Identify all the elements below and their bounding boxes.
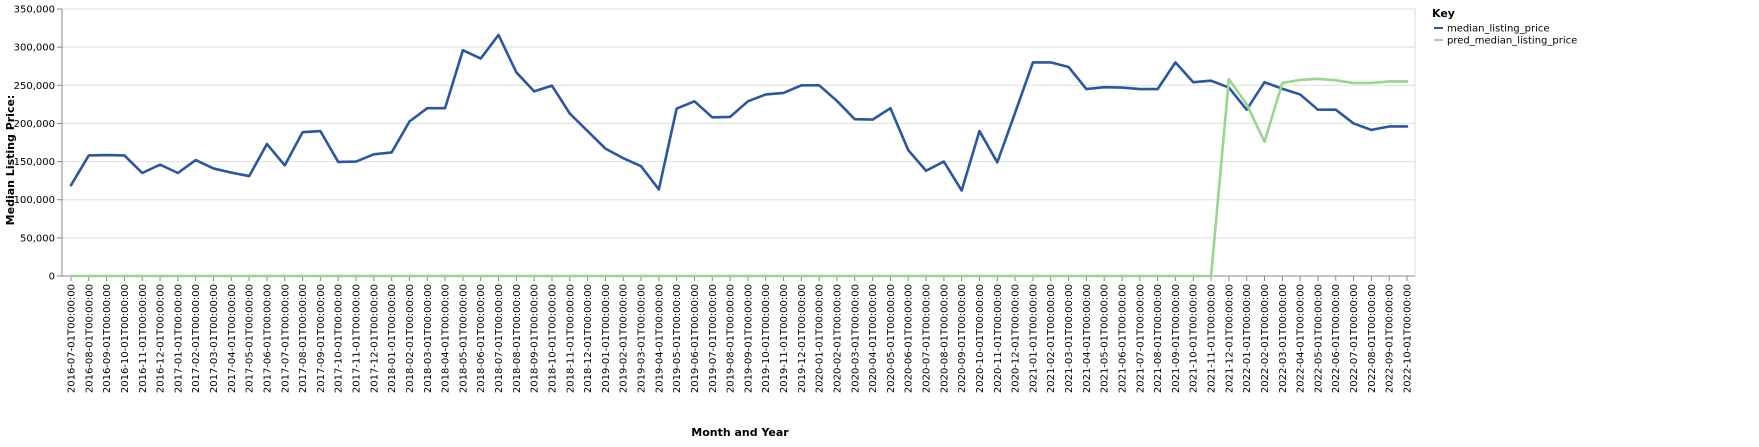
x-tick-label: 2021-07-01T00:00:00 xyxy=(1135,284,1146,393)
x-tick-label: 2021-05-01T00:00:00 xyxy=(1100,284,1111,393)
x-tick-label: 2019-11-01T00:00:00 xyxy=(779,284,790,393)
x-tick-label: 2018-10-01T00:00:00 xyxy=(547,284,558,393)
x-tick-label: 2017-11-01T00:00:00 xyxy=(352,284,363,393)
x-tick-label: 2019-10-01T00:00:00 xyxy=(761,284,772,393)
x-tick-label: 2022-09-01T00:00:00 xyxy=(1385,284,1396,393)
series-line-pred-median-listing-price xyxy=(69,77,1409,278)
x-tick-label: 2022-07-01T00:00:00 xyxy=(1349,284,1360,393)
x-tick-label: 2018-01-01T00:00:00 xyxy=(387,284,398,393)
x-tick-label: 2016-12-01T00:00:00 xyxy=(156,284,167,393)
series-layer xyxy=(69,33,1409,278)
x-tick-label: 2020-12-01T00:00:00 xyxy=(1011,284,1022,393)
x-tick-label: 2021-10-01T00:00:00 xyxy=(1189,284,1200,393)
x-tick-label: 2017-03-01T00:00:00 xyxy=(209,284,220,393)
y-tick-label: 50,000 xyxy=(20,233,55,244)
series-line-median-listing-price xyxy=(69,33,1409,192)
x-tick-label: 2018-09-01T00:00:00 xyxy=(530,284,541,393)
x-tick-label: 2017-10-01T00:00:00 xyxy=(334,284,345,393)
x-tick-label: 2019-06-01T00:00:00 xyxy=(690,284,701,393)
x-tick-label: 2019-09-01T00:00:00 xyxy=(743,284,754,393)
y-tick-label: 200,000 xyxy=(14,119,55,130)
x-tick-label: 2020-11-01T00:00:00 xyxy=(993,284,1004,393)
x-tick-label: 2020-05-01T00:00:00 xyxy=(886,284,897,393)
y-tick-label: 250,000 xyxy=(14,81,55,92)
x-tick-label: 2017-06-01T00:00:00 xyxy=(262,284,273,393)
x-tick-label: 2019-04-01T00:00:00 xyxy=(654,284,665,393)
x-tick-label: 2021-06-01T00:00:00 xyxy=(1117,284,1128,393)
x-tick-label: 2021-11-01T00:00:00 xyxy=(1207,284,1218,393)
x-tick-label: 2021-03-01T00:00:00 xyxy=(1064,284,1075,393)
x-tick-label: 2016-07-01T00:00:00 xyxy=(67,284,78,393)
x-tick-label: 2020-09-01T00:00:00 xyxy=(957,284,968,393)
x-tick-label: 2020-06-01T00:00:00 xyxy=(904,284,915,393)
x-tick-label: 2021-02-01T00:00:00 xyxy=(1046,284,1057,393)
x-tick-label: 2018-03-01T00:00:00 xyxy=(423,284,434,393)
x-tick-label: 2022-01-01T00:00:00 xyxy=(1242,284,1253,393)
x-tick-label: 2020-01-01T00:00:00 xyxy=(815,284,826,393)
x-tick-label: 2022-10-01T00:00:00 xyxy=(1403,284,1414,393)
x-tick-label: 2021-01-01T00:00:00 xyxy=(1028,284,1039,393)
legend-title: Key xyxy=(1432,7,1455,20)
x-tick-label: 2020-04-01T00:00:00 xyxy=(868,284,879,393)
y-axis: 0 50,000 100,000 150,000 200,000 250,000 300,0… xyxy=(14,5,63,283)
x-tick-label: 2019-05-01T00:00:00 xyxy=(672,284,683,393)
x-tick-label: 2021-08-01T00:00:00 xyxy=(1153,284,1164,393)
x-tick-label: 2022-03-01T00:00:00 xyxy=(1278,284,1289,393)
x-tick-label: 2018-05-01T00:00:00 xyxy=(458,284,469,393)
plot-frame xyxy=(61,8,1416,277)
x-tick-label: 2017-04-01T00:00:00 xyxy=(227,284,238,393)
x-tick-label: 2018-04-01T00:00:00 xyxy=(441,284,452,393)
x-tick-label: 2018-06-01T00:00:00 xyxy=(476,284,487,393)
x-tick-label: 2019-12-01T00:00:00 xyxy=(797,284,808,393)
x-tick-label: 2019-01-01T00:00:00 xyxy=(601,284,612,393)
x-tick-label: 2018-07-01T00:00:00 xyxy=(494,284,505,393)
y-tick-label: 0 xyxy=(49,272,55,283)
x-tick-label: 2018-08-01T00:00:00 xyxy=(512,284,523,393)
x-tick-label: 2017-09-01T00:00:00 xyxy=(316,284,327,393)
x-tick-label: 2019-02-01T00:00:00 xyxy=(619,284,630,393)
y-tick-label: 150,000 xyxy=(14,157,55,168)
legend: Key median_listing_pricepred_median_list… xyxy=(1432,7,1577,47)
x-tick-label: 2017-12-01T00:00:00 xyxy=(369,284,380,393)
x-tick-label: 2017-01-01T00:00:00 xyxy=(173,284,184,393)
x-tick-label: 2019-03-01T00:00:00 xyxy=(637,284,648,393)
y-tick-label: 350,000 xyxy=(14,5,55,16)
x-tick-label: 2022-06-01T00:00:00 xyxy=(1331,284,1342,393)
x-tick-label: 2018-12-01T00:00:00 xyxy=(583,284,594,393)
x-tick-label: 2020-08-01T00:00:00 xyxy=(939,284,950,393)
y-axis-title: Median Listing Price: xyxy=(4,95,17,226)
x-tick-label: 2016-09-01T00:00:00 xyxy=(102,284,113,393)
x-tick-label: 2018-11-01T00:00:00 xyxy=(565,284,576,393)
y-tick-label: 300,000 xyxy=(14,43,55,54)
x-tick-label: 2016-11-01T00:00:00 xyxy=(138,284,149,393)
x-tick-label: 2020-07-01T00:00:00 xyxy=(922,284,933,393)
x-tick-label: 2019-08-01T00:00:00 xyxy=(726,284,737,393)
x-tick-label: 2021-04-01T00:00:00 xyxy=(1082,284,1093,393)
x-tick-label: 2019-07-01T00:00:00 xyxy=(708,284,719,393)
x-tick-label: 2016-10-01T00:00:00 xyxy=(120,284,131,393)
x-tick-label: 2020-10-01T00:00:00 xyxy=(975,284,986,393)
x-tick-label: 2016-08-01T00:00:00 xyxy=(84,284,95,393)
x-tick-label: 2017-05-01T00:00:00 xyxy=(245,284,256,393)
x-tick-label: 2020-02-01T00:00:00 xyxy=(832,284,843,393)
x-tick-label: 2018-02-01T00:00:00 xyxy=(405,284,416,393)
x-tick-label: 2022-04-01T00:00:00 xyxy=(1296,284,1307,393)
x-tick-label: 2020-03-01T00:00:00 xyxy=(850,284,861,393)
x-tick-label: 2021-12-01T00:00:00 xyxy=(1224,284,1235,393)
legend-label: pred_median_listing_price xyxy=(1447,36,1577,47)
x-tick-label: 2022-08-01T00:00:00 xyxy=(1367,284,1378,393)
legend-label: median_listing_price xyxy=(1447,24,1550,35)
y-tick-label: 100,000 xyxy=(14,195,55,206)
x-tick-label: 2021-09-01T00:00:00 xyxy=(1171,284,1182,393)
x-tick-label: 2017-07-01T00:00:00 xyxy=(280,284,291,393)
x-tick-label: 2017-02-01T00:00:00 xyxy=(191,284,202,393)
x-tick-label: 2017-08-01T00:00:00 xyxy=(298,284,309,393)
x-axis: 2016-07-01T00:00:00 2016-08-01T00:00:00 20… xyxy=(62,275,1415,393)
x-tick-label: 2022-02-01T00:00:00 xyxy=(1260,284,1271,393)
x-axis-title: Month and Year xyxy=(691,426,789,439)
gridlines xyxy=(61,8,1416,277)
x-tick-label: 2022-05-01T00:00:00 xyxy=(1313,284,1324,393)
